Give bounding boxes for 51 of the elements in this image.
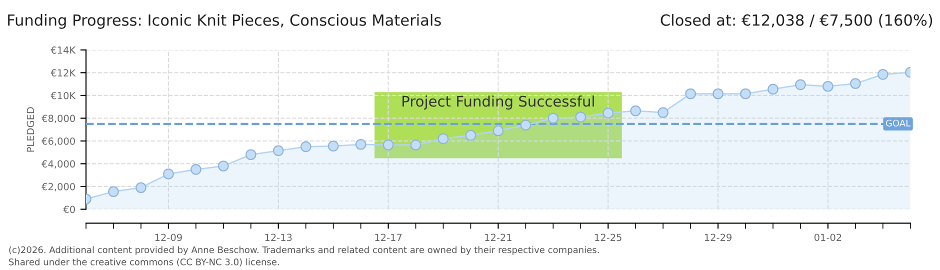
y-tick-label: €6,000 — [42, 137, 75, 146]
point — [520, 120, 532, 130]
point — [602, 108, 614, 119]
point — [272, 145, 284, 156]
point — [548, 112, 559, 124]
text: (c)2026. Additional content provided by Anne Beschow. Trademarks and related content are owned by their respective companies. — [9, 246, 599, 255]
x-tick-label: 12-29 — [704, 234, 732, 242]
point — [712, 88, 724, 100]
point — [328, 140, 339, 152]
point — [190, 164, 202, 175]
y-tick-label: €14K — [50, 46, 76, 54]
ref-line-label: GOAL — [886, 120, 911, 127]
y-axis-title: PLEDGED — [26, 107, 34, 152]
x-tick-label: 01-02 — [814, 234, 842, 242]
point — [795, 79, 806, 90]
point — [218, 160, 229, 172]
point — [740, 88, 751, 100]
point — [658, 107, 668, 118]
chart-title: Funding Progress: Iconic Knit Pieces, Conscious Materials — [8, 14, 441, 29]
point — [850, 78, 861, 89]
point — [822, 80, 834, 92]
text: Shared under the creative commons (CC BY-NC 3.0) license. — [9, 258, 279, 266]
point — [768, 84, 778, 95]
y-tick-label: €8,000 — [42, 114, 75, 124]
point — [108, 186, 119, 198]
point — [685, 88, 696, 100]
x-tick-label: 12-13 — [265, 234, 292, 242]
x-tick-label: 12-21 — [485, 234, 512, 241]
annotation: Project Funding Successful — [402, 95, 594, 110]
point — [136, 182, 146, 194]
point — [492, 125, 504, 136]
x-tick-label: 12-17 — [375, 234, 402, 241]
point — [300, 141, 312, 152]
point — [410, 140, 422, 150]
y-tick-label: €4,000 — [42, 160, 75, 169]
point — [575, 112, 586, 122]
point — [630, 105, 642, 116]
y-tick-label: €12K — [50, 69, 76, 77]
y-tick-label: €10K — [50, 92, 76, 100]
y-tick-label: €2,000 — [42, 182, 75, 192]
point — [163, 168, 174, 180]
x-tick-label: 12-25 — [595, 234, 622, 242]
chart-subtitle: Closed at: €12,038 / €7,500 (160%) — [660, 14, 932, 28]
x-tick-label: 12-09 — [155, 234, 182, 242]
y-tick-label: €0 — [63, 206, 75, 214]
point — [465, 130, 476, 141]
point — [245, 149, 256, 160]
point — [355, 138, 366, 150]
point — [877, 69, 888, 80]
point — [382, 140, 394, 150]
point — [438, 133, 449, 144]
